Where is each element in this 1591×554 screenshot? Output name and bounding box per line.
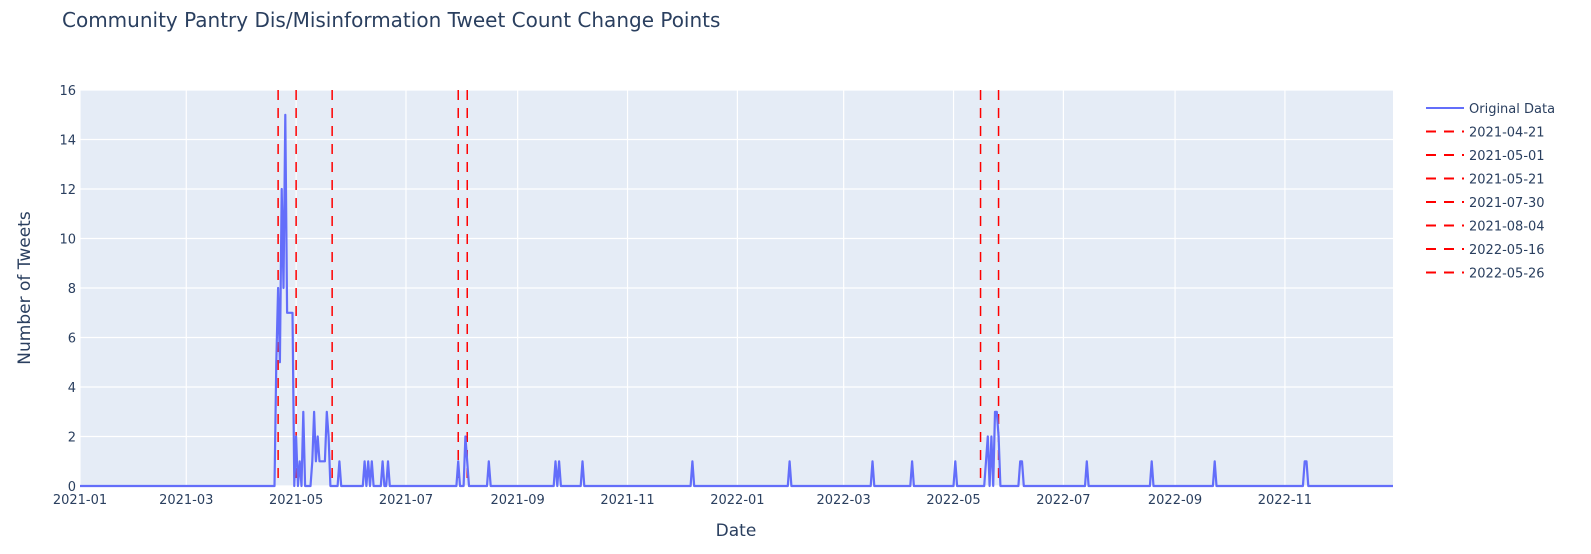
chart-title: Community Pantry Dis/Misinformation Twee… — [62, 8, 720, 32]
y-tick-label: 12 — [59, 183, 76, 198]
legend-item-label: 2022-05-26 — [1469, 267, 1545, 282]
y-tick-label: 8 — [68, 282, 76, 297]
y-tick-label: 10 — [59, 233, 76, 248]
x-tick-label: 2022-05 — [926, 493, 980, 508]
x-tick-label: 2021-07 — [379, 493, 433, 508]
x-tick-label: 2021-09 — [491, 493, 545, 508]
x-axis-ticks: 2021-01 2021-03 2021-05 2021-07 2021-09 2021-… — [53, 493, 1312, 508]
legend-item-label: 2021-04-21 — [1469, 126, 1545, 141]
x-tick-label: 2022-03 — [817, 493, 871, 508]
x-tick-label: 2022-09 — [1148, 493, 1202, 508]
legend: Original Data 2021-04-21 2021-05-01 2021-05… — [1426, 102, 1555, 282]
x-tick-label: 2021-03 — [159, 493, 213, 508]
legend-item-label: 2021-08-04 — [1469, 220, 1545, 235]
y-tick-label: 2 — [68, 431, 76, 446]
x-tick-label: 2021-11 — [600, 493, 654, 508]
y-tick-label: 0 — [68, 480, 76, 495]
series-line-original-data — [80, 113, 1393, 488]
legend-item-label: 2022-05-16 — [1469, 243, 1545, 258]
x-tick-label: 2022-01 — [710, 493, 764, 508]
y-tick-label: 6 — [68, 332, 76, 347]
legend-item-label: Original Data — [1469, 102, 1555, 117]
x-tick-label: 2021-05 — [269, 493, 323, 508]
y-axis-ticks: 0 2 4 6 8 10 12 14 16 — [59, 84, 76, 495]
x-axis-label: Date — [716, 521, 757, 541]
y-tick-label: 16 — [59, 84, 76, 99]
legend-item-label: 2021-05-21 — [1469, 173, 1545, 188]
x-tick-label: 2022-07 — [1036, 493, 1090, 508]
series-lines — [80, 113, 1393, 488]
y-tick-label: 4 — [68, 381, 76, 396]
y-axis-label: Number of Tweets — [15, 211, 35, 365]
x-tick-label: 2022-11 — [1258, 493, 1312, 508]
gridlines — [79, 89, 1393, 487]
x-tick-label: 2021-01 — [53, 493, 107, 508]
legend-item-label: 2021-07-30 — [1469, 196, 1545, 211]
y-tick-label: 14 — [59, 134, 76, 149]
legend-item-label: 2021-05-01 — [1469, 149, 1545, 164]
